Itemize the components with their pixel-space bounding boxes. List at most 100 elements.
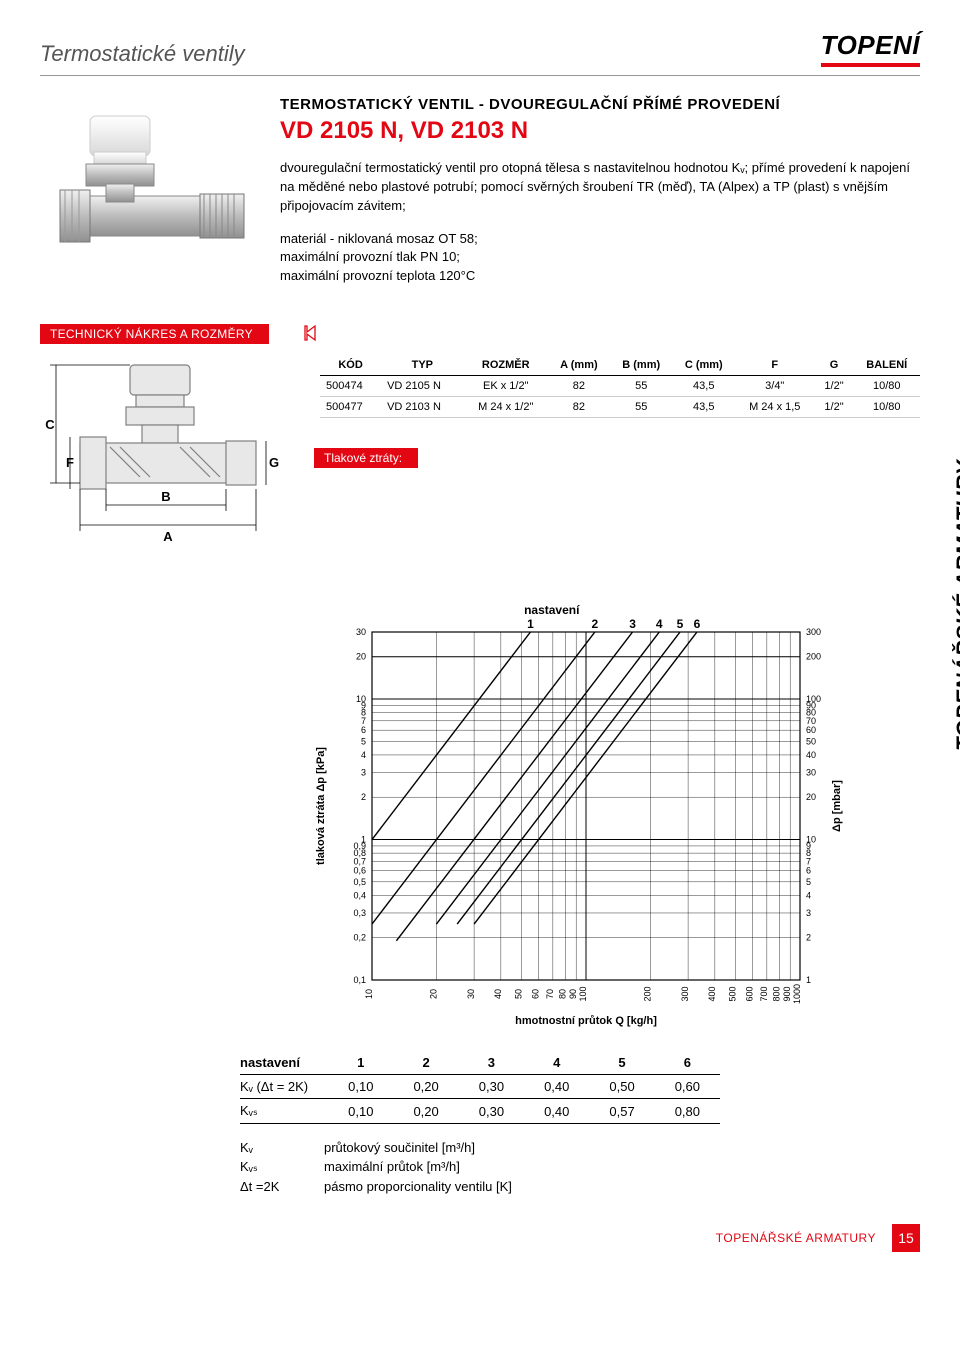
side-vertical-label: TOPENÁŘSKÉ ARMATURY bbox=[952, 460, 960, 751]
svg-text:20: 20 bbox=[806, 792, 816, 802]
svg-text:3: 3 bbox=[629, 617, 636, 631]
svg-text:20: 20 bbox=[356, 652, 366, 662]
valve-photo-svg bbox=[50, 106, 250, 286]
arrow-icon bbox=[303, 324, 321, 345]
svg-text:900: 900 bbox=[782, 987, 792, 1002]
svg-text:300: 300 bbox=[680, 987, 690, 1002]
table-header: A (mm) bbox=[548, 355, 610, 376]
table-header: G bbox=[814, 355, 853, 376]
svg-text:20: 20 bbox=[428, 989, 438, 999]
svg-text:Δp [mbar]: Δp [mbar] bbox=[831, 780, 843, 832]
svg-text:0,1: 0,1 bbox=[353, 975, 366, 985]
pressure-loss-label: Tlakové ztráty: bbox=[314, 448, 418, 468]
dim-label-B: B bbox=[161, 489, 170, 504]
svg-text:5: 5 bbox=[361, 736, 366, 746]
table-row: 500474VD 2105 NEK x 1/2"825543,53/4"1/2"… bbox=[320, 376, 920, 397]
svg-text:60: 60 bbox=[806, 725, 816, 735]
svg-text:30: 30 bbox=[466, 989, 476, 999]
page-footer: TOPENÁŘSKÉ ARMATURY 15 bbox=[40, 1224, 920, 1252]
svg-text:4: 4 bbox=[361, 750, 366, 760]
product-description: dvouregulační termostatický ventil pro o… bbox=[280, 159, 920, 216]
svg-text:1000: 1000 bbox=[792, 984, 802, 1004]
svg-text:3: 3 bbox=[361, 768, 366, 778]
table-header: C (mm) bbox=[672, 355, 735, 376]
brand-name: TOPENÍ bbox=[821, 30, 920, 67]
legend: Kᵥ průtokový součinitel [m³/h] Kᵥₛ maximál… bbox=[240, 1140, 920, 1194]
svg-text:300: 300 bbox=[806, 627, 821, 637]
svg-text:50: 50 bbox=[806, 736, 816, 746]
legend-kv-desc: průtokový součinitel [m³/h] bbox=[324, 1140, 475, 1155]
svg-text:600: 600 bbox=[745, 987, 755, 1002]
dimensions-table: KÓDTYPROZMĚRA (mm)B (mm)C (mm)FGBALENÍ 5… bbox=[320, 355, 920, 418]
svg-text:4: 4 bbox=[806, 890, 811, 900]
svg-text:80: 80 bbox=[557, 989, 567, 999]
svg-text:1: 1 bbox=[806, 975, 811, 985]
svg-text:700: 700 bbox=[759, 987, 769, 1002]
svg-text:5: 5 bbox=[677, 617, 684, 631]
legend-kv-sym: Kᵥ bbox=[240, 1140, 300, 1155]
product-title-2: VD 2105 N, VD 2103 N bbox=[280, 117, 920, 145]
svg-text:400: 400 bbox=[707, 987, 717, 1002]
legend-kvs-desc: maximální průtok [m³/h] bbox=[324, 1159, 460, 1175]
svg-text:0,6: 0,6 bbox=[353, 866, 366, 876]
svg-text:30: 30 bbox=[806, 768, 816, 778]
svg-text:800: 800 bbox=[771, 987, 781, 1002]
svg-text:30: 30 bbox=[356, 627, 366, 637]
product-photo bbox=[40, 96, 260, 296]
svg-text:2: 2 bbox=[592, 617, 599, 631]
table-header: F bbox=[735, 355, 814, 376]
svg-text:0,5: 0,5 bbox=[353, 877, 366, 887]
svg-text:40: 40 bbox=[493, 989, 503, 999]
product-info: TERMOSTATICKÝ VENTIL - DVOUREGULAČNÍ PŘÍ… bbox=[280, 96, 920, 296]
svg-text:6: 6 bbox=[694, 617, 701, 631]
svg-text:40: 40 bbox=[806, 750, 816, 760]
legend-kvs-sym: Kᵥₛ bbox=[240, 1159, 300, 1175]
legend-dt-sym: Δt =2K bbox=[240, 1179, 300, 1194]
svg-text:0,4: 0,4 bbox=[353, 890, 366, 900]
pressure-loss-chart: 3020109876543210,90,80,70,60,50,40,30,20… bbox=[310, 598, 920, 1031]
settings-table: nastavení123456 Kᵥ (Δt = 2K)0,100,200,30… bbox=[240, 1051, 720, 1124]
svg-text:1: 1 bbox=[527, 617, 534, 631]
dim-label-C: C bbox=[45, 417, 55, 432]
svg-text:3: 3 bbox=[806, 908, 811, 918]
table-header: ROZMĚR bbox=[464, 355, 548, 376]
product-title-1: TERMOSTATICKÝ VENTIL - DVOUREGULAČNÍ PŘÍ… bbox=[280, 96, 920, 113]
svg-text:100: 100 bbox=[578, 987, 588, 1002]
svg-text:0,3: 0,3 bbox=[353, 908, 366, 918]
svg-text:hmotnostní průtok Q [kg/h]: hmotnostní průtok Q [kg/h] bbox=[515, 1015, 657, 1027]
category-title: Termostatické ventily bbox=[40, 41, 245, 67]
page-number: 15 bbox=[892, 1224, 920, 1252]
table-header: B (mm) bbox=[610, 355, 673, 376]
tech-section-label: TECHNICKÝ NÁKRES A ROZMĚRY bbox=[40, 324, 269, 344]
svg-text:2: 2 bbox=[361, 792, 366, 802]
product-overview: TERMOSTATICKÝ VENTIL - DVOUREGULAČNÍ PŘÍ… bbox=[40, 96, 920, 296]
dim-label-F: F bbox=[66, 455, 74, 470]
svg-text:6: 6 bbox=[361, 725, 366, 735]
page-header: Termostatické ventily TOPENÍ bbox=[40, 30, 920, 76]
table-row: 500477VD 2103 NM 24 x 1/2"825543,5M 24 x… bbox=[320, 397, 920, 418]
svg-text:4: 4 bbox=[656, 617, 663, 631]
table-header: TYP bbox=[381, 355, 464, 376]
dim-label-G: G bbox=[269, 455, 279, 470]
technical-drawing: A B C F G bbox=[40, 355, 290, 578]
footer-category: TOPENÁŘSKÉ ARMATURY bbox=[716, 1231, 876, 1245]
table-header: BALENÍ bbox=[854, 355, 920, 376]
table-header: KÓD bbox=[320, 355, 381, 376]
svg-text:200: 200 bbox=[642, 987, 652, 1002]
svg-text:50: 50 bbox=[514, 989, 524, 999]
svg-text:nastavení: nastavení bbox=[524, 603, 580, 617]
svg-text:70: 70 bbox=[545, 989, 555, 999]
svg-text:10: 10 bbox=[364, 989, 374, 999]
svg-text:90: 90 bbox=[568, 989, 578, 999]
svg-text:0,2: 0,2 bbox=[353, 933, 366, 943]
tech-section-header: TECHNICKÝ NÁKRES A ROZMĚRY bbox=[40, 324, 920, 345]
dim-label-A: A bbox=[163, 529, 173, 544]
svg-text:tlaková ztráta Δp [kPa]: tlaková ztráta Δp [kPa] bbox=[315, 747, 327, 865]
svg-text:2: 2 bbox=[806, 933, 811, 943]
legend-dt-desc: pásmo proporcionality ventilu [K] bbox=[324, 1179, 512, 1194]
svg-text:200: 200 bbox=[806, 652, 821, 662]
svg-text:500: 500 bbox=[728, 987, 738, 1002]
svg-text:60: 60 bbox=[531, 989, 541, 999]
svg-text:5: 5 bbox=[806, 877, 811, 887]
svg-text:6: 6 bbox=[806, 866, 811, 876]
